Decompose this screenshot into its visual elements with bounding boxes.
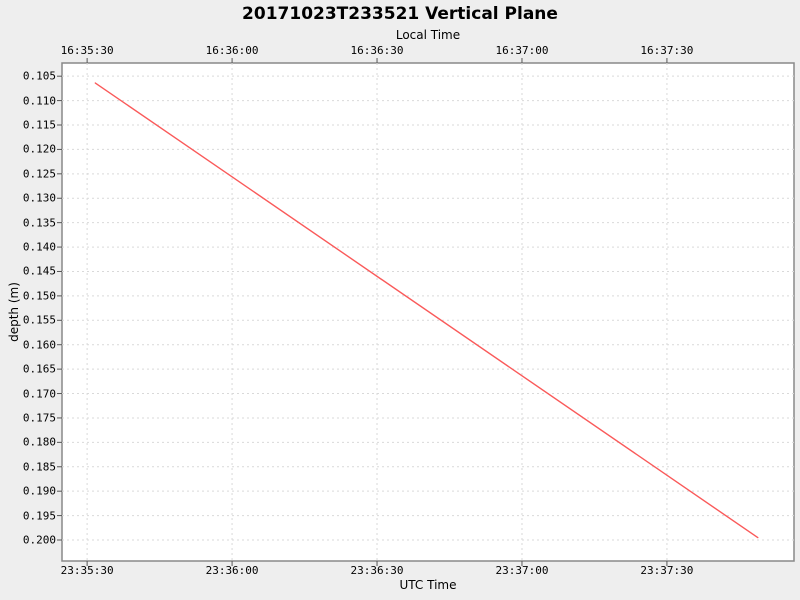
- y-tick-label: 0.125: [22, 167, 56, 181]
- bottom-tick-label: 23:36:30: [350, 564, 404, 577]
- depth-line: [94, 82, 759, 539]
- bottom-tick-label: 23:37:30: [640, 564, 694, 577]
- y-tick-label: 0.145: [22, 264, 56, 278]
- bottom-tick-label: 23:35:30: [60, 564, 114, 577]
- y-tick-label: 0.185: [22, 460, 56, 474]
- y-axis-title: depth (m): [7, 282, 21, 342]
- top-tick-label: 16:36:00: [205, 44, 259, 57]
- y-tick-label: 0.175: [22, 411, 56, 425]
- y-tick-label: 0.190: [22, 484, 56, 498]
- y-tick-label: 0.105: [22, 69, 56, 83]
- y-tick-label: 0.170: [22, 387, 56, 401]
- y-tick-label: 0.140: [22, 240, 56, 254]
- y-tick-label: 0.120: [22, 142, 56, 156]
- y-tick-label: 0.130: [22, 191, 56, 205]
- chart-title: 20171023T233521 Vertical Plane: [242, 4, 558, 24]
- y-tick-label: 0.195: [22, 509, 56, 523]
- y-tick-label: 0.180: [22, 435, 56, 449]
- top-tick-label: 16:37:30: [640, 44, 694, 57]
- y-tick-label: 0.115: [22, 118, 56, 132]
- y-tick-label: 0.150: [22, 289, 56, 303]
- y-tick-label: 0.110: [22, 94, 56, 108]
- y-tick-label: 0.155: [22, 313, 56, 327]
- top-tick-label: 16:35:30: [60, 44, 114, 57]
- bottom-axis-title: UTC Time: [399, 578, 457, 592]
- top-tick-label: 16:36:30: [350, 44, 404, 57]
- bottom-tick-label: 23:36:00: [205, 564, 259, 577]
- y-tick-label: 0.165: [22, 362, 56, 376]
- bottom-tick-label: 23:37:00: [495, 564, 549, 577]
- top-axis-title: Local Time: [395, 28, 461, 42]
- y-tick-label: 0.200: [22, 533, 56, 547]
- y-tick-label: 0.160: [22, 338, 56, 352]
- y-tick-label: 0.135: [22, 216, 56, 230]
- top-tick-label: 16:37:00: [495, 44, 549, 57]
